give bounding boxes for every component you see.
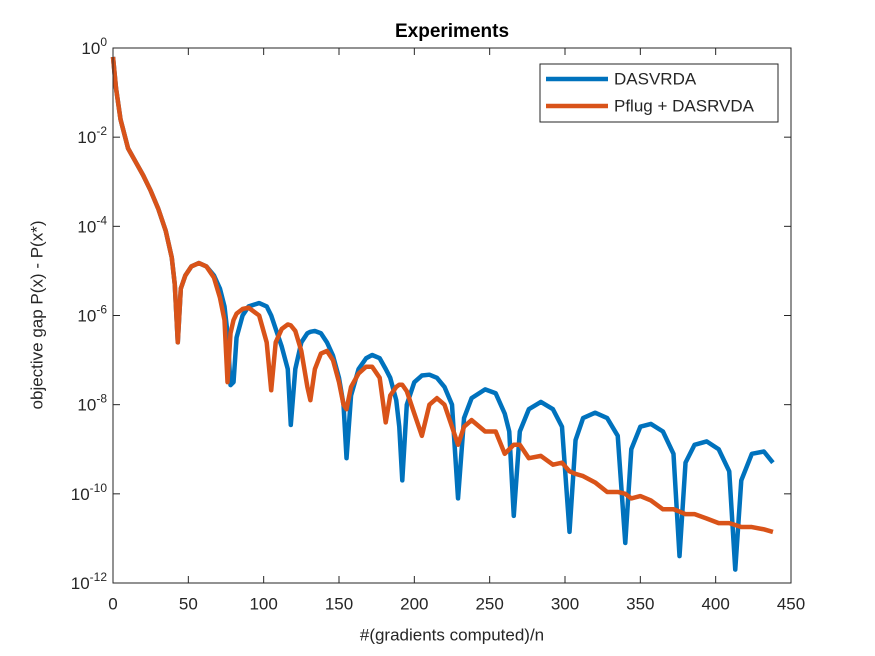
- y-tick-label: 10-10: [71, 481, 108, 504]
- y-tick-label: 100: [81, 35, 107, 58]
- y-tick-label: 10-12: [71, 570, 108, 593]
- y-tick-label: 10-8: [77, 392, 107, 415]
- x-tick-label: 250: [475, 594, 503, 613]
- x-tick-label: 350: [626, 594, 654, 613]
- x-tick-label: 50: [179, 594, 198, 613]
- y-axis-label: objective gap P(x) - P(x*): [27, 221, 46, 410]
- plot-area: [113, 48, 791, 583]
- legend-label: Pflug + DASRVDA: [614, 96, 755, 115]
- x-tick-label: 300: [551, 594, 579, 613]
- legend-box: [539, 63, 779, 123]
- x-tick-label: 100: [249, 594, 277, 613]
- axes-box: [112, 47, 792, 584]
- y-tick-label: 10-4: [77, 214, 107, 237]
- legend-label: DASVRDA: [614, 69, 697, 88]
- series-line: [110, 56, 774, 535]
- y-tick-label: 10-2: [77, 124, 107, 147]
- x-tick-label: 200: [400, 594, 428, 613]
- y-tick-label: 10-6: [77, 303, 107, 326]
- x-tick-label: 150: [325, 594, 353, 613]
- chart-title: Experiments: [395, 21, 509, 42]
- x-axis-label: #(gradients computed)/n: [360, 625, 544, 644]
- x-tick-label: 400: [701, 594, 729, 613]
- x-tick-label: 450: [777, 594, 805, 613]
- x-tick-label: 0: [108, 594, 117, 613]
